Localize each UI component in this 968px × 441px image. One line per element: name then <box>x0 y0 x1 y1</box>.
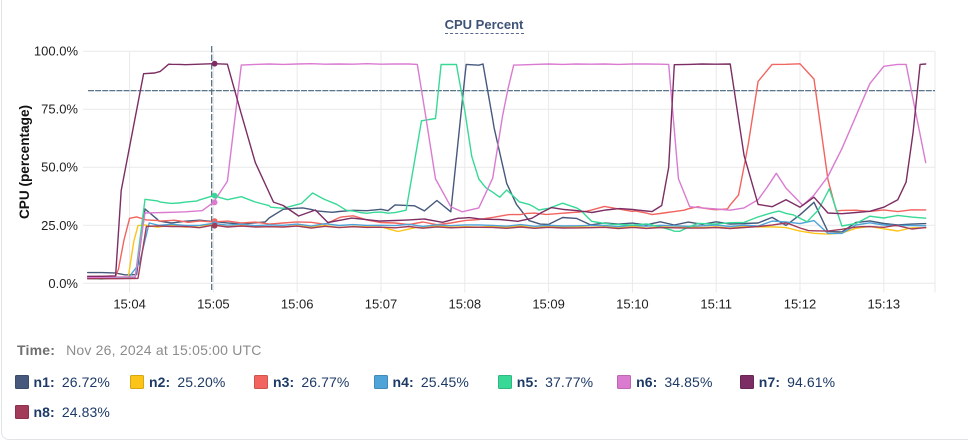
svg-text:25.0%: 25.0% <box>41 218 78 233</box>
svg-text:0.0%: 0.0% <box>48 276 78 291</box>
svg-text:75.0%: 75.0% <box>41 102 78 117</box>
svg-text:15:04: 15:04 <box>113 297 146 312</box>
svg-text:15:10: 15:10 <box>616 297 649 312</box>
svg-text:15:05: 15:05 <box>197 297 230 312</box>
svg-text:15:09: 15:09 <box>532 297 565 312</box>
svg-text:50.0%: 50.0% <box>41 160 78 175</box>
svg-text:15:06: 15:06 <box>281 297 314 312</box>
svg-text:100.0%: 100.0% <box>34 44 79 59</box>
svg-text:CPU (percentage): CPU (percentage) <box>17 105 32 219</box>
svg-text:15:12: 15:12 <box>784 297 817 312</box>
svg-text:15:07: 15:07 <box>365 297 398 312</box>
svg-text:15:08: 15:08 <box>449 297 482 312</box>
svg-text:15:11: 15:11 <box>700 297 732 312</box>
svg-text:15:13: 15:13 <box>868 297 901 312</box>
